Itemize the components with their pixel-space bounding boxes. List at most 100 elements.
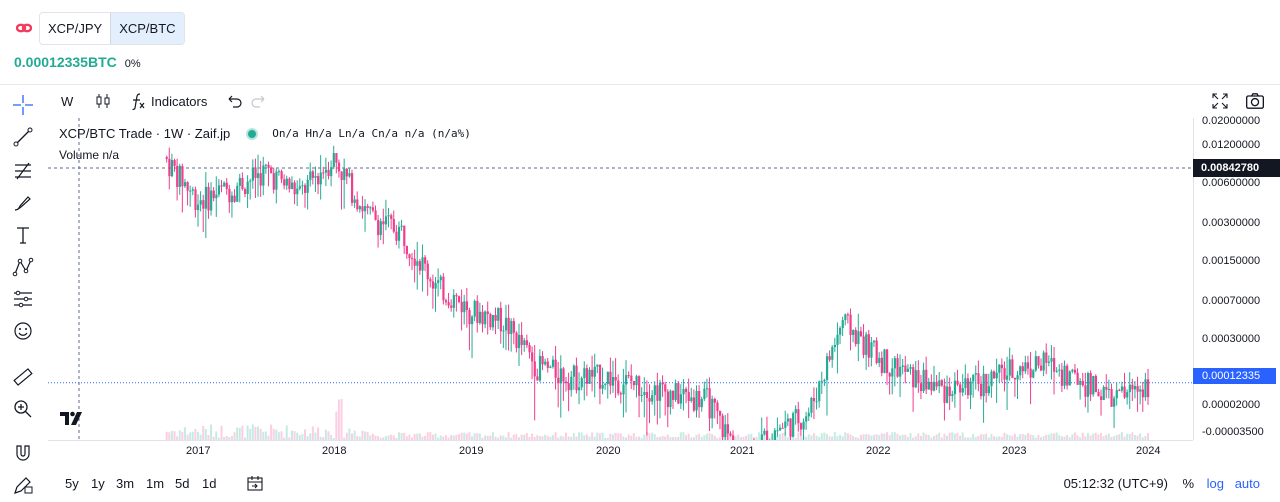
candle-body: [716, 402, 719, 412]
volume-bar: [411, 437, 414, 440]
volume-bar: [249, 428, 252, 440]
date-range-icon[interactable]: [246, 475, 264, 493]
chart-type-button[interactable]: [94, 88, 112, 114]
candle-body: [938, 380, 941, 387]
volume-bar: [551, 435, 554, 440]
icon-tool[interactable]: [10, 318, 36, 344]
range-5y[interactable]: 5y: [65, 476, 79, 491]
volume-bar: [878, 435, 881, 440]
volume-bar: [799, 434, 802, 440]
draw-lock-tool[interactable]: [10, 472, 36, 498]
fib-tool[interactable]: [10, 158, 36, 184]
candle-body: [977, 373, 980, 385]
pattern-tool[interactable]: [10, 254, 36, 280]
volume-bar: [630, 435, 633, 440]
range-1m[interactable]: 1m: [146, 476, 165, 491]
clock[interactable]: 05:12:32 (UTC+9): [1063, 476, 1168, 491]
volume-bar: [786, 437, 789, 440]
candle-body: [272, 173, 275, 190]
volume-bar: [904, 434, 907, 440]
trend-line-tool[interactable]: [10, 124, 36, 150]
candle-body: [854, 330, 857, 345]
magnet-tool[interactable]: [10, 440, 36, 466]
volume-bar: [930, 437, 933, 440]
volume-bar: [1097, 434, 1100, 440]
range-1d[interactable]: 1d: [202, 476, 217, 491]
candle-body: [797, 409, 800, 424]
candle-body: [257, 173, 260, 179]
candle-body: [311, 171, 315, 178]
prediction-tool[interactable]: [10, 286, 36, 312]
undo-button[interactable]: [225, 88, 243, 114]
volume-bar: [792, 432, 795, 440]
volume-bar: [217, 437, 220, 440]
text-tool[interactable]: [10, 222, 36, 248]
candle-body: [1026, 362, 1030, 369]
volume-bar: [1100, 432, 1103, 440]
volume-bar: [413, 433, 416, 440]
price-chart[interactable]: [48, 118, 1193, 440]
candle-body: [1024, 362, 1027, 372]
fullscreen-button[interactable]: [1211, 88, 1229, 114]
price-axis[interactable]: 0.02000000 0.01200000 0.00600000 0.00300000…: [1193, 115, 1280, 440]
screenshot-button[interactable]: [1244, 88, 1266, 114]
tab-xcp-jpy[interactable]: XCP/JPY: [40, 13, 111, 44]
candle-body: [173, 160, 176, 166]
volume-bar: [666, 434, 669, 440]
candle-body: [165, 157, 168, 159]
volume-bar: [596, 432, 599, 440]
candle-body: [364, 206, 367, 212]
volume-bar: [640, 437, 643, 440]
range-3m[interactable]: 3m: [116, 476, 135, 491]
candle-body: [183, 182, 187, 187]
candle-body: [964, 378, 967, 389]
volume-bar: [387, 435, 390, 440]
volume-bar: [507, 432, 510, 440]
percent-scale-button[interactable]: %: [1182, 476, 1194, 491]
log-scale-button[interactable]: log: [1206, 476, 1224, 491]
volume-bar: [1060, 436, 1063, 440]
crosshair-tool[interactable]: [10, 92, 36, 118]
candle-body: [523, 340, 526, 345]
candle-body: [405, 245, 408, 255]
volume-bar: [518, 437, 521, 440]
auto-scale-button[interactable]: auto: [1234, 476, 1260, 491]
candle-body: [1081, 380, 1084, 386]
crosshair-icon: [13, 95, 33, 115]
ruler-tool[interactable]: [10, 364, 36, 390]
candle-body: [648, 397, 651, 402]
candle-body: [186, 182, 189, 191]
candle-body: [664, 384, 667, 392]
candle-body: [888, 373, 891, 377]
volume-bar: [1102, 436, 1105, 440]
volume-bar: [471, 436, 474, 440]
range-1y[interactable]: 1y: [91, 476, 105, 491]
candle-body: [395, 231, 398, 241]
candle-body: [658, 382, 662, 401]
volume-bar: [664, 436, 667, 440]
candle-body: [212, 190, 215, 199]
time-axis-label: 2019: [459, 445, 484, 457]
volume-bar: [852, 435, 855, 440]
candle-body: [178, 166, 181, 187]
range-5d[interactable]: 5d: [175, 476, 190, 491]
volume-bar: [899, 435, 902, 440]
volume-bar: [1011, 436, 1014, 440]
redo-button[interactable]: [250, 88, 268, 114]
volume-bar: [1047, 434, 1050, 440]
time-axis[interactable]: 2017 2018 2019 2020 2021 2022 2023 2024: [48, 440, 1193, 462]
candle-body: [763, 430, 766, 435]
zoom-tool[interactable]: [10, 396, 36, 422]
volume-bar: [927, 435, 930, 440]
time-axis-label: 2022: [866, 445, 891, 457]
candle-body: [698, 391, 701, 408]
interval-button[interactable]: W: [61, 93, 74, 109]
brush-tool[interactable]: [10, 190, 36, 216]
volume-bar: [212, 436, 215, 440]
volume-bar: [656, 437, 659, 440]
tab-xcp-btc[interactable]: XCP/BTC: [110, 13, 184, 44]
indicators-button[interactable]: Indicators: [129, 88, 207, 114]
volume-bar: [220, 425, 223, 440]
candle-body: [570, 376, 573, 391]
